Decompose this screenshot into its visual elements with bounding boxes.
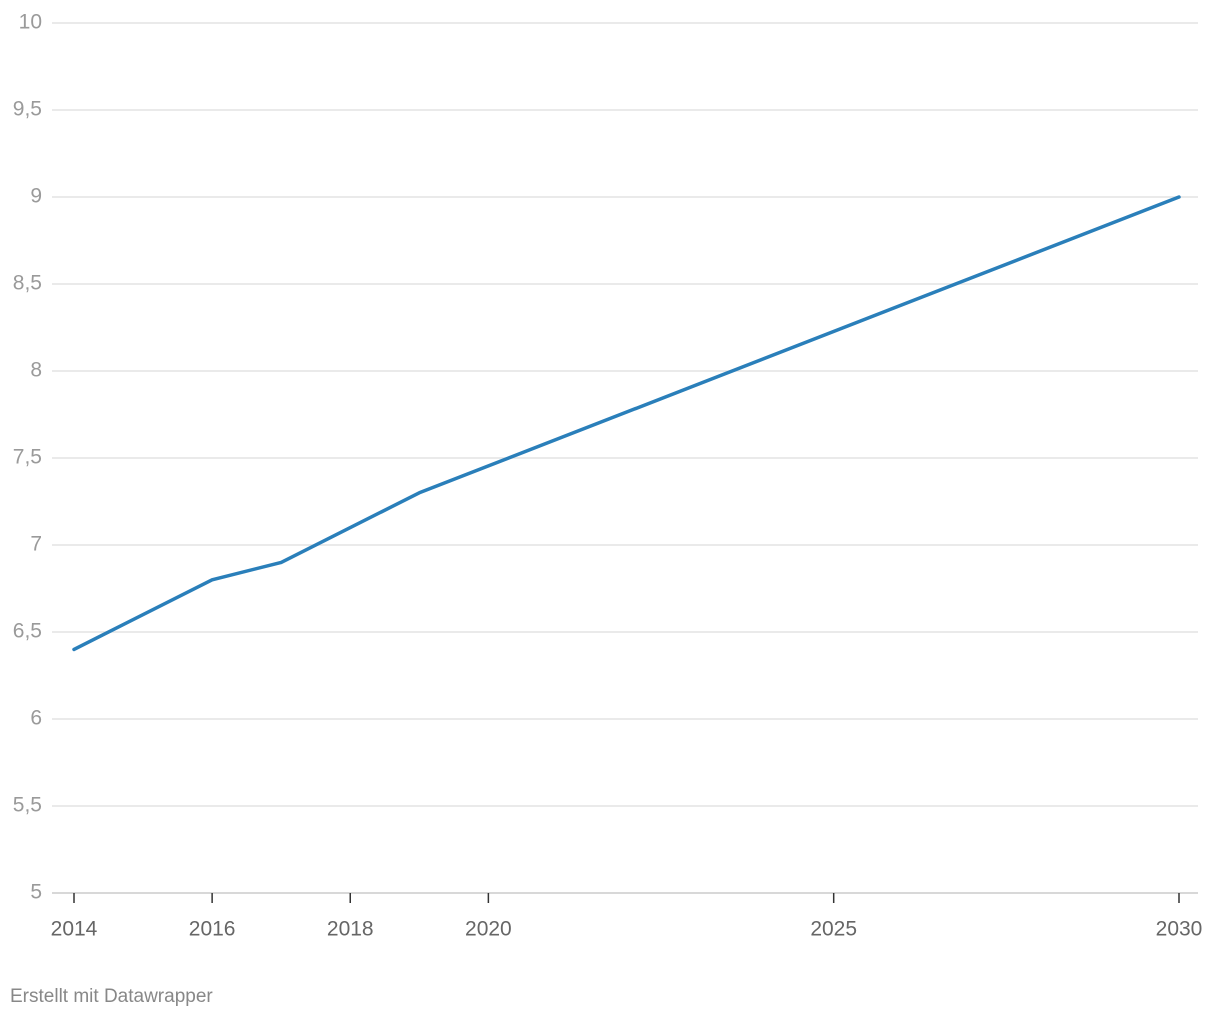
x-tick-label: 2018 (327, 918, 374, 941)
y-tick-label: 9 (30, 185, 42, 208)
y-tick-label: 5 (30, 881, 42, 904)
y-tick-label: 7 (30, 533, 42, 556)
footer: Erstellt mit Datawrapper (10, 986, 213, 1007)
x-tick-label: 2020 (465, 918, 512, 941)
y-tick-label: 8 (30, 359, 42, 382)
y-tick-label: 9,5 (13, 98, 42, 121)
x-tick-label: 2025 (810, 918, 857, 941)
y-tick-label: 10 (19, 11, 42, 34)
y-tick-label: 5,5 (13, 794, 42, 817)
y-tick-label: 6 (30, 707, 42, 730)
data-line (72, 195, 1181, 652)
y-tick-label: 6,5 (13, 620, 42, 643)
x-tick-label: 2030 (1156, 918, 1203, 941)
y-tick-label: 8,5 (13, 272, 42, 295)
y-tick-label: 7,5 (13, 446, 42, 469)
x-tick-label: 2016 (189, 918, 236, 941)
x-tick-label: 2014 (51, 918, 98, 941)
